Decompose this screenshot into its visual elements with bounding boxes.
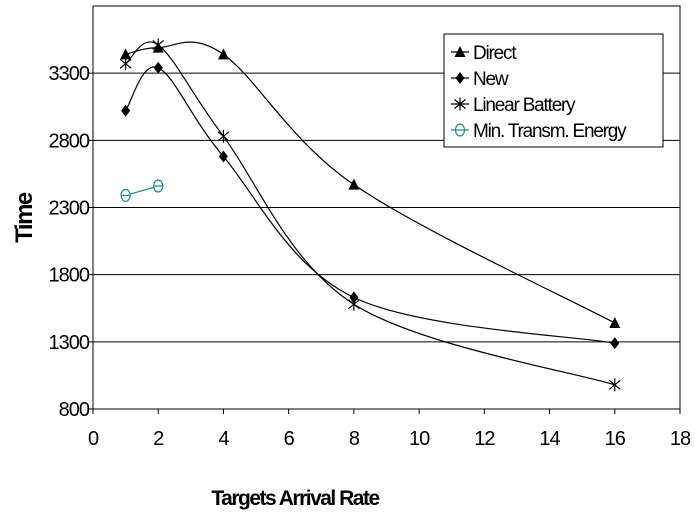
x-axis-title: Targets Arrival Rate: [211, 487, 379, 510]
series-linear-battery: [119, 38, 621, 392]
x-tick-label: 16: [605, 428, 626, 450]
data-point: [348, 297, 360, 311]
legend-marker: [454, 46, 466, 57]
x-tick-label: 14: [539, 428, 560, 450]
data-point: [218, 150, 228, 163]
data-point: [349, 291, 359, 304]
legend-marker: [455, 72, 465, 84]
y-tick-label: 1300: [49, 332, 90, 354]
legend-item: Min. Transm. Energy: [451, 121, 628, 142]
data-point: [152, 38, 165, 52]
legend-marker: [454, 97, 466, 111]
legend-label: Min. Transm. Energy: [473, 121, 627, 142]
series-new: [121, 61, 620, 350]
data-point: [608, 378, 621, 392]
series-min-transm-energy: [120, 179, 164, 203]
x-tick-label: 18: [670, 428, 691, 450]
x-tick-label: 10: [409, 428, 430, 450]
data-point: [610, 337, 620, 350]
y-tick-label: 2800: [49, 130, 90, 152]
x-tick-label: 0: [88, 428, 99, 450]
data-point: [609, 317, 621, 329]
y-tick-label: 2300: [49, 198, 90, 220]
y-axis: 800 1300 1800 2300 2800 3300: [49, 63, 93, 421]
x-tick-label: 2: [153, 428, 164, 450]
legend-item: Linear Battery: [451, 95, 577, 116]
series-layer: [119, 38, 621, 392]
data-point: [348, 178, 360, 190]
legend-label: New: [473, 69, 509, 90]
data-point: [120, 188, 131, 203]
legend-item: New: [451, 69, 510, 90]
data-point: [217, 48, 229, 60]
data-point: [217, 129, 230, 143]
y-tick-label: 3300: [49, 63, 90, 85]
data-point: [120, 48, 132, 60]
y-tick-label: 800: [59, 399, 90, 421]
y-axis-title: Time: [11, 192, 38, 243]
data-point: [121, 104, 131, 117]
legend-marker: [454, 123, 466, 137]
x-axis: 0 2 4 6 8 10 12 14 16 18: [88, 409, 692, 450]
x-tick-label: 8: [349, 428, 360, 450]
legend-box: [443, 33, 664, 148]
data-point: [153, 179, 164, 193]
data-point: [153, 61, 163, 74]
y-tick-label: 1800: [49, 265, 90, 287]
legend-item: Direct: [451, 43, 519, 64]
x-tick-label: 4: [218, 428, 229, 450]
series-line: [125, 185, 159, 196]
legend-label: Linear Battery: [473, 95, 576, 116]
data-point: [119, 57, 132, 71]
x-tick-label: 12: [474, 428, 495, 450]
legend-label: Direct: [473, 43, 517, 64]
legend: Direct New Linear Battery Min. Transm. Ener…: [443, 33, 664, 148]
x-tick-label: 6: [284, 428, 295, 450]
